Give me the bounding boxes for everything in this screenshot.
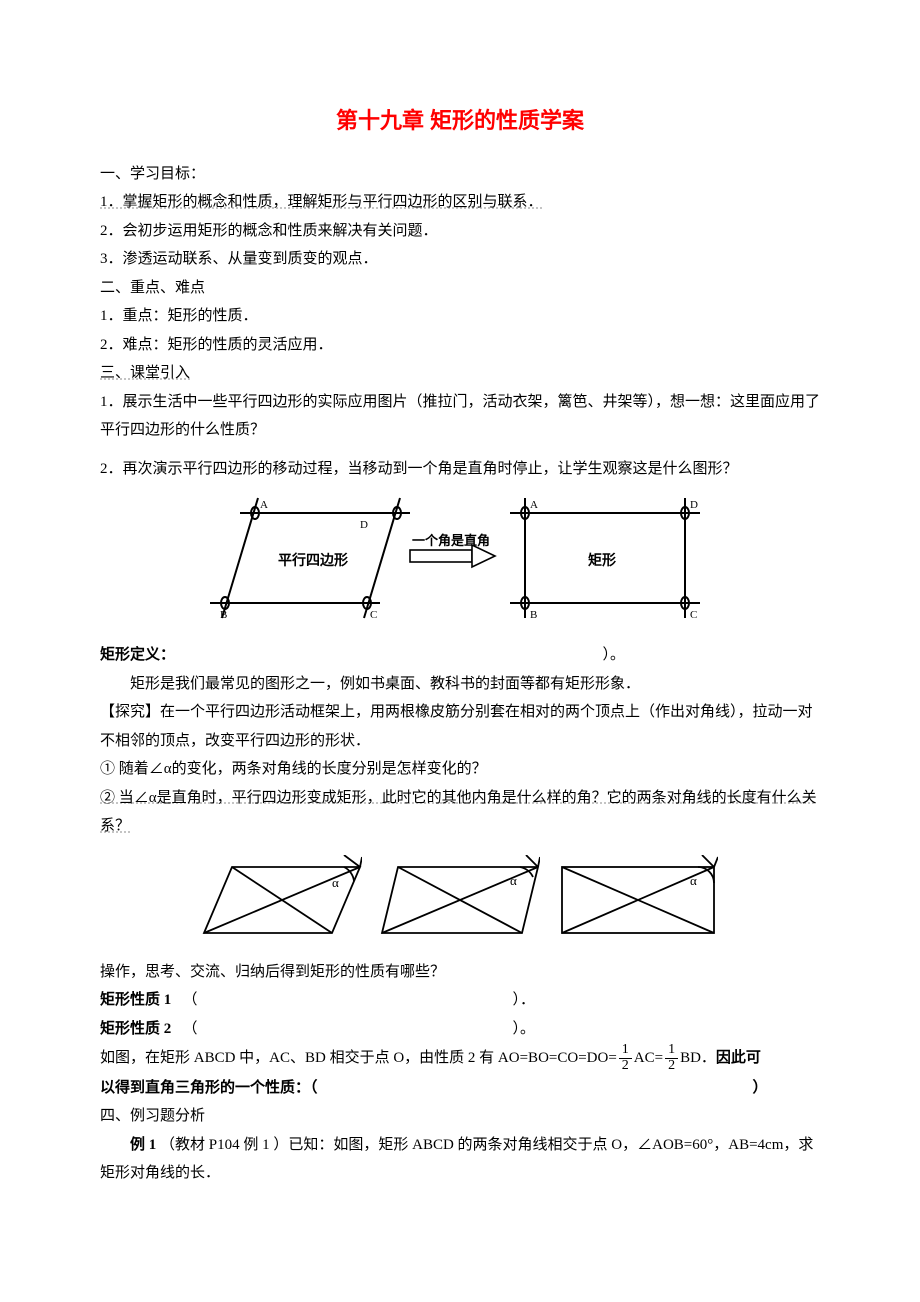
s3-p1: 1．展示生活中一些平行四边形的实际应用图片（推拉门，活动衣架，篱笆、井架等），想… — [100, 388, 820, 445]
def-label: 矩形定义： — [100, 647, 175, 663]
fig1-svg: A D B C 平行四边形 一个角是直角 A D — [210, 493, 710, 623]
section3-heading: 三、课堂引入 — [100, 359, 820, 388]
prop1-label: 矩形性质 1 — [100, 992, 171, 1008]
s2-item1: 1．重点：矩形的性质． — [100, 302, 820, 331]
eq-mid: AC= — [634, 1044, 663, 1073]
definition-line: 矩形定义： ）。 — [100, 641, 820, 670]
fig1-right-label: 矩形 — [588, 552, 616, 568]
s2-item2: 2．难点：矩形的性质的灵活应用． — [100, 331, 820, 360]
frac2-den: 2 — [665, 1059, 678, 1074]
figure-parallelogram-to-rectangle: A D B C 平行四边形 一个角是直角 A D — [100, 493, 820, 623]
section1-heading: 一、学习目标： — [100, 160, 820, 189]
figure-alpha-panels: α α α — [100, 855, 820, 940]
s3-p2: 2．再次演示平行四边形的移动过程，当移动到一个角是直角时停止，让学生观察这是什么… — [100, 455, 820, 484]
ex1-label: 例 1 — [130, 1137, 156, 1153]
section4-heading: 四、例习题分析 — [100, 1102, 820, 1131]
fig1-vA2: A — [530, 499, 538, 511]
prop2-label: 矩形性质 2 — [100, 1021, 171, 1037]
document-page: 第十九章 矩形的性质学案 一、学习目标： 1．掌握矩形的概念和性质，理解矩形与平… — [0, 0, 920, 1302]
fig1-vA: A — [260, 499, 268, 511]
s1-item2: 2．会初步运用矩形的概念和性质来解决有关问题． — [100, 217, 820, 246]
spacer — [100, 445, 820, 455]
frac1-num: 1 — [619, 1043, 632, 1059]
post-fig2: 操作，思考、交流、归纳后得到矩形的性质有哪些？ — [100, 958, 820, 987]
s3-heading-text: 三、课堂引入 — [100, 365, 190, 381]
conclude-line2: 以得到直角三角形的一个性质：（ ） — [100, 1074, 820, 1103]
frac2-num: 1 — [665, 1043, 678, 1059]
explore-q1: ① 随着∠α的变化，两条对角线的长度分别是怎样变化的？ — [100, 755, 820, 784]
example1: 例 1 （教材 P104 例 1 ）已知：如图，矩形 ABCD 的两条对角线相交… — [100, 1131, 820, 1188]
fig2-alpha3: α — [690, 873, 697, 888]
fig2-panel2: α — [380, 855, 540, 940]
eq-post: BD． — [680, 1044, 716, 1073]
fig1-vC: C — [370, 609, 377, 621]
prop2-text: （ ）。 — [183, 1021, 536, 1037]
fig2-panel3: α — [558, 855, 718, 940]
eq-pre: 如图，在矩形 ABCD 中，AC、BD 相交于点 O，由性质 2 有 AO=BO… — [100, 1044, 617, 1073]
explore-q2: ② 当∠α是直角时，平行四边形变成矩形，此时它的其他内角是什么样的角？它的两条对… — [100, 784, 820, 841]
s1-item3: 3．渗透运动联系、从量变到质变的观点． — [100, 245, 820, 274]
frac2: 1 2 — [665, 1043, 678, 1073]
frac1: 1 2 — [619, 1043, 632, 1073]
fig1-vD: D — [360, 519, 368, 531]
section2-heading: 二、重点、难点 — [100, 274, 820, 303]
page-title: 第十九章 矩形的性质学案 — [100, 100, 820, 142]
fig1-vC2: C — [690, 609, 697, 621]
prop2: 矩形性质 2 （ ）。 — [100, 1015, 820, 1044]
fig2-alpha1: α — [332, 875, 339, 890]
fig1-vB: B — [220, 609, 227, 621]
fig2-alpha2: α — [510, 873, 517, 888]
explore-q2-text: ② 当∠α是直角时，平行四边形变成矩形，此时它的其他内角是什么样的角？它的两条对… — [100, 790, 817, 835]
s1-item1-text: 1．掌握矩形的概念和性质，理解矩形与平行四边形的区别与联系． — [100, 194, 543, 210]
frac1-den: 2 — [619, 1059, 632, 1074]
prop1: 矩形性质 1 （ ）． — [100, 986, 820, 1015]
fig1-arrow-label: 一个角是直角 — [412, 533, 490, 548]
fig2-panel1: α — [202, 855, 362, 940]
prop1-text: （ ）． — [183, 992, 536, 1008]
def-p1: 矩形是我们最常见的图形之一，例如书桌面、教科书的封面等都有矩形形象． — [100, 670, 820, 699]
conclude-bold1: 因此可 — [716, 1044, 761, 1073]
equation-line: 如图，在矩形 ABCD 中，AC、BD 相交于点 O，由性质 2 有 AO=BO… — [100, 1043, 761, 1073]
fig1-vD2: D — [690, 499, 698, 511]
ex1-text: （教材 P104 例 1 ）已知：如图，矩形 ABCD 的两条对角线相交于点 O… — [100, 1137, 813, 1182]
def-close: ）。 — [603, 647, 626, 663]
fig1-vB2: B — [530, 609, 537, 621]
s1-item1: 1．掌握矩形的概念和性质，理解矩形与平行四边形的区别与联系． — [100, 188, 820, 217]
fig1-left-label: 平行四边形 — [278, 552, 348, 568]
explore-p1: 【探究】在一个平行四边形活动框架上，用两根橡皮筋分别套在相对的两个顶点上（作出对… — [100, 698, 820, 755]
